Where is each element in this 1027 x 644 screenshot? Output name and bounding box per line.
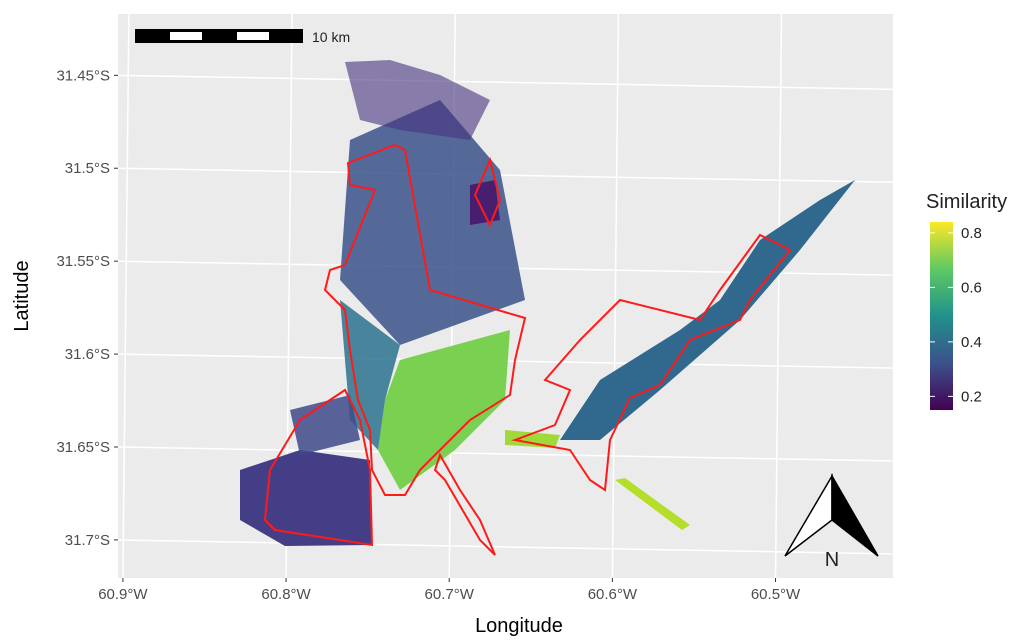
- boundary: [511, 233, 792, 492]
- boundary: [473, 156, 502, 228]
- grid-line: [118, 539, 893, 555]
- grid-line: [118, 167, 893, 183]
- lake-area: [378, 330, 510, 490]
- north-arrow-right: [831, 473, 879, 557]
- y-tick-label: 31.6°S: [65, 346, 110, 363]
- y-tick-label: 31.45°S: [56, 67, 110, 84]
- y-tick-label: 31.5°S: [65, 160, 110, 177]
- scale-bar-segment: [135, 29, 303, 43]
- grid-line: [122, 14, 130, 578]
- urban-area: [470, 180, 500, 225]
- x-tick-label: 60.5°W: [751, 586, 801, 603]
- x-tick-label: 60.9°W: [98, 586, 148, 603]
- north-arrow: N: [784, 473, 879, 571]
- river-strip: [615, 478, 690, 530]
- boundaries: [263, 143, 792, 556]
- scale-bar-segment: [237, 32, 269, 40]
- boundary: [263, 388, 374, 547]
- grid-line: [118, 74, 893, 91]
- colorbar-label: 0.8: [961, 225, 982, 242]
- y-tick-label: 31.55°S: [56, 253, 110, 270]
- boundary: [433, 452, 496, 556]
- y-tick-label: 31.7°S: [65, 532, 110, 549]
- urban-area: [340, 300, 400, 450]
- urban-area: [240, 450, 372, 546]
- x-tick-label: 60.6°W: [588, 586, 638, 603]
- scale-bar-label: 10 km: [312, 29, 350, 45]
- grid-line: [611, 14, 620, 578]
- y-tick-label: 31.65°S: [56, 439, 110, 456]
- boundary: [323, 143, 527, 496]
- colorbar-label: 0.6: [961, 279, 982, 296]
- colorbar-label: 0.4: [961, 334, 982, 351]
- urban-area: [340, 100, 525, 345]
- x-tick-label: 60.8°W: [261, 586, 311, 603]
- scale-bar-segment: [170, 32, 202, 40]
- river-strip: [505, 430, 560, 448]
- legend-title: Similarity: [926, 191, 1007, 213]
- north-label: N: [825, 549, 839, 571]
- urban-area: [290, 395, 360, 455]
- colorbar: [930, 222, 953, 410]
- grid-line: [118, 446, 893, 462]
- y-axis-title: Latitude: [11, 260, 33, 331]
- colorbar-label: 0.2: [961, 388, 982, 405]
- x-tick-label: 60.7°W: [425, 586, 475, 603]
- grid-line: [774, 14, 783, 578]
- x-axis-title: Longitude: [475, 615, 563, 637]
- scale-bar: 10 km: [135, 29, 350, 45]
- urban-area: [345, 60, 490, 140]
